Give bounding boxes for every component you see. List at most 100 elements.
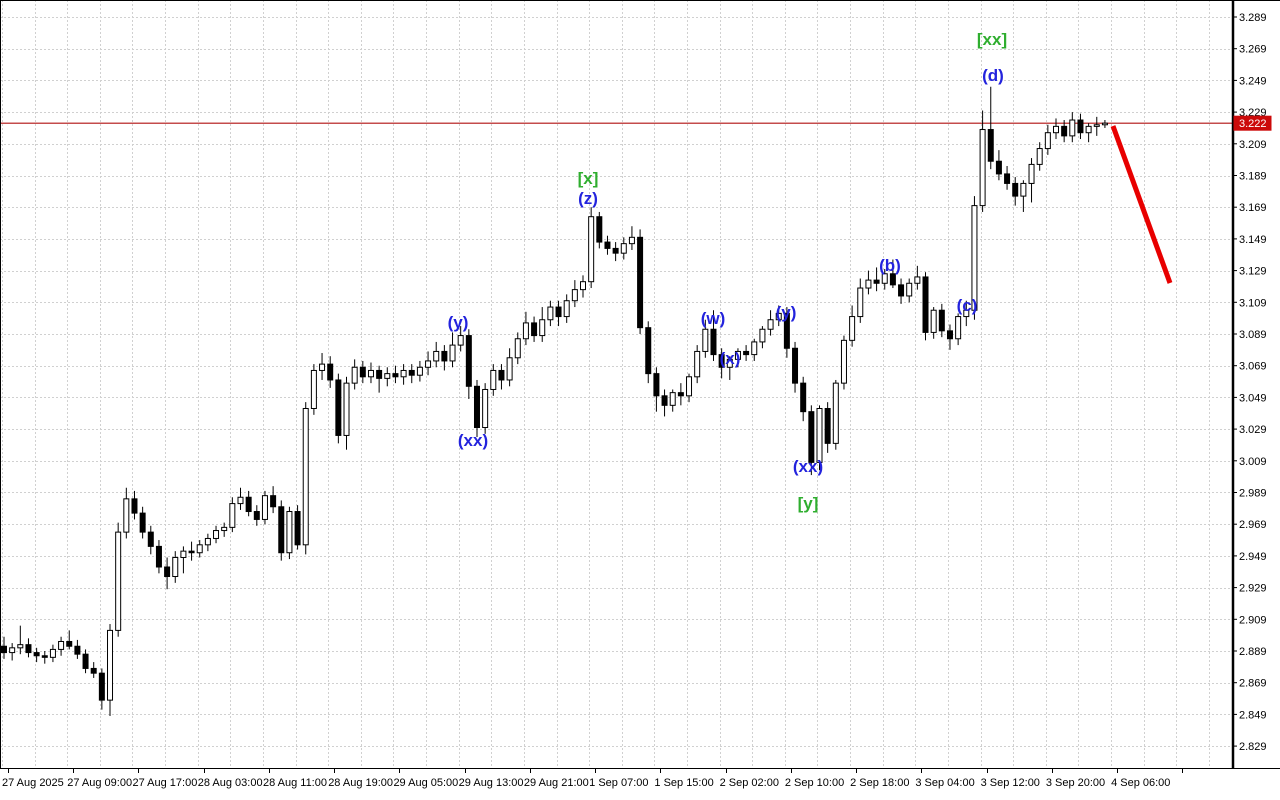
candle-body bbox=[946, 330, 953, 340]
candle-body bbox=[702, 328, 709, 352]
candle bbox=[734, 348, 741, 368]
wave-label[interactable]: (y) bbox=[776, 303, 797, 322]
time-tick-label: 28 Aug 19:00 bbox=[328, 777, 393, 789]
candle bbox=[955, 313, 962, 346]
candle-body bbox=[547, 306, 554, 321]
wave-label[interactable]: (x) bbox=[720, 349, 741, 368]
candle-body bbox=[376, 369, 383, 379]
price-tick-label: 2.969 bbox=[1239, 519, 1267, 531]
candle bbox=[1052, 118, 1059, 140]
candle bbox=[1020, 180, 1027, 212]
wave-label[interactable]: (xx) bbox=[458, 431, 488, 450]
price-tick-label: 3.149 bbox=[1239, 234, 1267, 246]
candle-body bbox=[620, 243, 627, 254]
time-tick-label: 29 Aug 05:00 bbox=[393, 777, 458, 789]
wave-label[interactable]: (b) bbox=[879, 256, 901, 275]
candle bbox=[571, 280, 578, 308]
candle-body bbox=[743, 350, 750, 356]
candle bbox=[661, 389, 668, 417]
candle bbox=[229, 497, 236, 533]
wave-label[interactable]: (d) bbox=[982, 66, 1004, 85]
candle-body bbox=[1020, 182, 1027, 197]
chart-frame bbox=[0, 0, 1280, 769]
candle-body bbox=[522, 322, 529, 340]
wave-label[interactable]: [xx] bbox=[977, 30, 1007, 49]
candle-body bbox=[849, 316, 856, 341]
candle bbox=[66, 630, 73, 650]
candle-body bbox=[147, 531, 154, 547]
candle bbox=[710, 310, 717, 361]
candle-body bbox=[726, 358, 733, 368]
candle bbox=[359, 360, 366, 384]
candle bbox=[367, 362, 374, 384]
wave-label[interactable]: (y) bbox=[448, 313, 469, 332]
candle bbox=[408, 364, 415, 384]
candle bbox=[139, 506, 146, 539]
price-tick-label: 3.269 bbox=[1239, 44, 1267, 56]
candle bbox=[808, 405, 815, 476]
wave-label[interactable]: (xx) bbox=[793, 457, 823, 476]
candle-body bbox=[131, 498, 138, 514]
candle bbox=[881, 269, 888, 290]
candle bbox=[180, 546, 187, 574]
candle-body bbox=[898, 284, 905, 297]
wave-label[interactable]: [y] bbox=[798, 494, 819, 513]
candle bbox=[425, 351, 432, 376]
candle bbox=[335, 373, 342, 444]
time-tick-label: 3 Sep 04:00 bbox=[915, 777, 974, 789]
price-tick-label: 3.189 bbox=[1239, 171, 1267, 183]
candle-body bbox=[155, 545, 162, 568]
candle-body bbox=[392, 373, 399, 378]
candle-body bbox=[938, 309, 945, 332]
candle bbox=[751, 338, 758, 361]
price-tick-label: 3.169 bbox=[1239, 202, 1267, 214]
candle-body bbox=[963, 309, 970, 318]
candle-body bbox=[922, 276, 929, 333]
candle-body bbox=[865, 279, 872, 289]
time-tick-label: 29 Aug 13:00 bbox=[459, 777, 524, 789]
candle-body bbox=[245, 496, 252, 513]
candle-body bbox=[270, 495, 277, 508]
trendline[interactable] bbox=[1110, 125, 1173, 284]
candle-body bbox=[1077, 119, 1084, 134]
candle-body bbox=[457, 335, 464, 346]
candle bbox=[1, 636, 7, 659]
wave-label[interactable]: [x] bbox=[578, 169, 599, 188]
candle-body bbox=[204, 537, 211, 546]
candle-body bbox=[816, 407, 823, 463]
candle-body bbox=[824, 407, 831, 444]
price-tick-label: 3.009 bbox=[1239, 456, 1267, 468]
candle-body bbox=[213, 530, 220, 539]
candle bbox=[278, 500, 285, 561]
candle bbox=[213, 525, 220, 544]
candle bbox=[9, 643, 16, 661]
candle bbox=[1085, 123, 1092, 143]
time-tick-label: 28 Aug 11:00 bbox=[263, 777, 327, 789]
candle bbox=[465, 329, 472, 399]
wave-label[interactable]: (w) bbox=[701, 309, 726, 328]
candle-body bbox=[384, 373, 391, 379]
candle-body bbox=[637, 236, 644, 329]
wave-label[interactable]: (z) bbox=[578, 189, 598, 208]
candle bbox=[164, 557, 171, 590]
candle-body bbox=[775, 312, 782, 321]
candle-body bbox=[979, 129, 986, 207]
time-tick-label: 29 Aug 21:00 bbox=[524, 777, 589, 789]
candle bbox=[539, 307, 546, 342]
candle-body bbox=[74, 645, 81, 655]
candles bbox=[1, 86, 1108, 716]
candle bbox=[637, 229, 644, 334]
candle-body bbox=[408, 369, 415, 376]
candle-body bbox=[514, 338, 521, 359]
candle bbox=[449, 332, 456, 368]
candle bbox=[98, 668, 105, 710]
candle bbox=[653, 367, 660, 412]
candle-body bbox=[196, 544, 203, 554]
wave-label[interactable]: (c) bbox=[957, 296, 978, 315]
time-tick-label: 3 Sep 12:00 bbox=[981, 777, 1040, 789]
candle-body bbox=[571, 289, 578, 302]
candle-body bbox=[930, 309, 937, 333]
candle bbox=[33, 647, 40, 663]
